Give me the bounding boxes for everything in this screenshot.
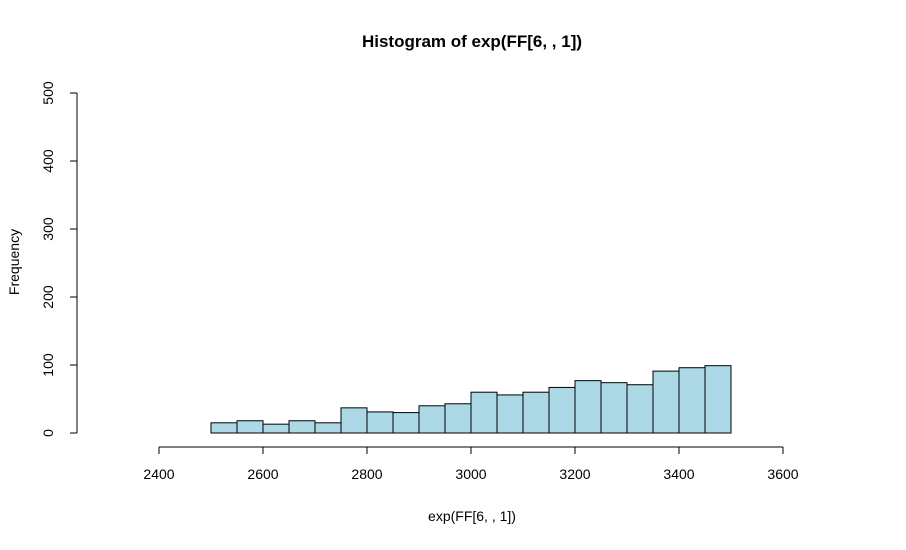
histogram-bar <box>652 370 680 434</box>
y-tick-label: 300 <box>40 217 56 241</box>
histogram-bar <box>548 386 576 434</box>
y-axis-label: Frequency <box>6 229 22 295</box>
histogram-bar <box>288 420 316 434</box>
histogram-bar <box>210 422 238 434</box>
histogram-bar <box>496 394 524 434</box>
histogram-bar <box>678 367 706 434</box>
y-tick-label: 100 <box>40 353 56 377</box>
x-tick-label: 2400 <box>143 466 174 482</box>
histogram-bar <box>236 420 264 434</box>
histogram-bar <box>470 391 498 434</box>
histogram-bar <box>574 380 602 434</box>
histogram-bar <box>444 403 472 434</box>
bars-group <box>210 365 732 434</box>
x-tick-label: 2600 <box>247 466 278 482</box>
y-tick-label: 0 <box>40 429 56 437</box>
histogram-bar <box>626 384 654 434</box>
histogram-bar <box>340 407 368 434</box>
y-tick-label: 500 <box>40 81 56 105</box>
histogram-bar <box>600 382 628 434</box>
x-tick-label: 3400 <box>663 466 694 482</box>
x-tick-label: 2800 <box>351 466 382 482</box>
x-axis: 2400 2600 2800 3000 3200 3400 3600 <box>143 446 799 482</box>
histogram-bar <box>418 405 446 434</box>
histogram-bar <box>522 391 550 434</box>
y-tick-label: 200 <box>40 285 56 309</box>
x-tick-label: 3600 <box>767 466 798 482</box>
x-tick-label: 3000 <box>455 466 486 482</box>
histogram-bar <box>392 412 420 434</box>
histogram-bar <box>314 422 342 434</box>
y-axis: 0 100 200 300 400 500 <box>40 81 78 437</box>
histogram-bar <box>704 365 732 434</box>
histogram-bar <box>262 423 290 434</box>
chart-title: Histogram of exp(FF[6, , 1]) <box>362 32 582 51</box>
x-axis-label: exp(FF[6, , 1]) <box>428 508 516 524</box>
x-tick-label: 3200 <box>559 466 590 482</box>
y-tick-label: 400 <box>40 149 56 173</box>
histogram-bar <box>366 411 394 434</box>
